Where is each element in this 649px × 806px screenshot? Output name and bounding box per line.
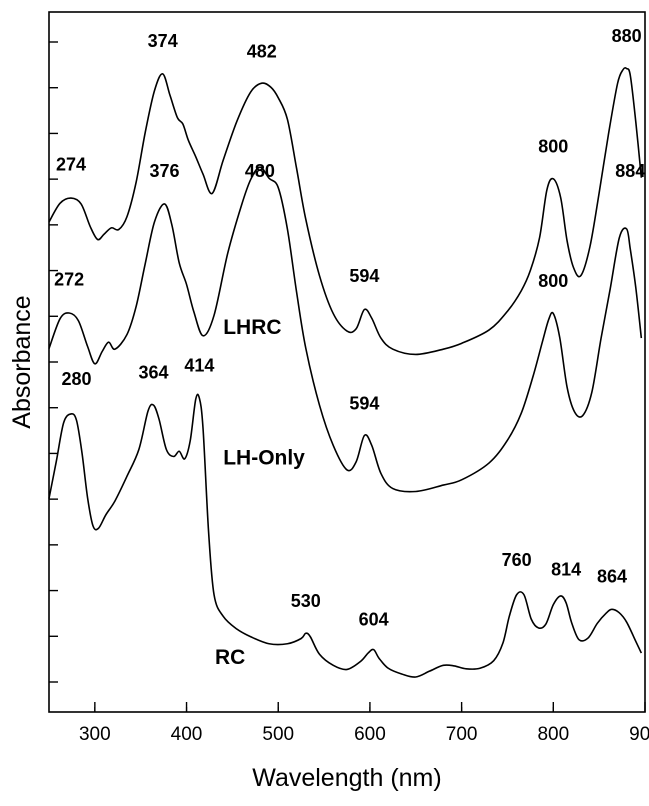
peak-labels: 274 374 482 800 880 594 272 376 480 884 800 594 280 3… — [54, 26, 645, 630]
series-label: LH-Only — [223, 447, 305, 470]
peak-label: 800 — [538, 271, 568, 291]
peak-label: 274 — [56, 155, 86, 175]
peak-label: 814 — [551, 560, 581, 580]
peak-label: 880 — [612, 26, 642, 46]
series-line-lhrc — [48, 67, 643, 356]
peak-label: 364 — [139, 362, 169, 382]
y-axis — [49, 41, 58, 683]
x-tick-label: 400 — [171, 724, 203, 745]
series-line-rc — [48, 393, 643, 678]
spectrum-curves — [48, 67, 643, 678]
x-tick-label: 300 — [79, 724, 111, 745]
peak-label: 272 — [54, 270, 84, 290]
x-tick-label: 600 — [354, 724, 386, 745]
y-axis-title: Absorbance — [8, 295, 36, 428]
peak-label: 530 — [291, 591, 321, 611]
peak-label: 884 — [615, 161, 645, 181]
x-tick-label: 800 — [537, 724, 569, 745]
peak-label: 594 — [349, 266, 379, 286]
series-label: LHRC — [223, 316, 281, 339]
series-label: RC — [215, 646, 245, 669]
peak-label: 374 — [148, 31, 178, 51]
peak-label: 760 — [502, 550, 532, 570]
x-tick-label: 500 — [262, 724, 294, 745]
peak-label: 604 — [359, 610, 389, 630]
peak-label: 376 — [150, 161, 180, 181]
peak-label: 480 — [245, 161, 275, 181]
peak-label: 594 — [349, 393, 379, 413]
peak-label: 800 — [538, 137, 568, 157]
series-line-lh-only — [48, 166, 643, 493]
peak-label: 482 — [247, 42, 277, 62]
x-tick-label: 700 — [446, 724, 478, 745]
x-axis-title: Wavelength (nm) — [252, 764, 441, 792]
x-tick-label: 900 — [629, 724, 649, 745]
peak-label: 864 — [597, 567, 627, 587]
series-labels: LHRC LH-Only RC — [215, 316, 305, 669]
x-axis: 300 400 500 600 700 800 900 — [79, 702, 649, 745]
peak-label: 414 — [184, 355, 214, 375]
peak-label: 280 — [61, 369, 91, 389]
